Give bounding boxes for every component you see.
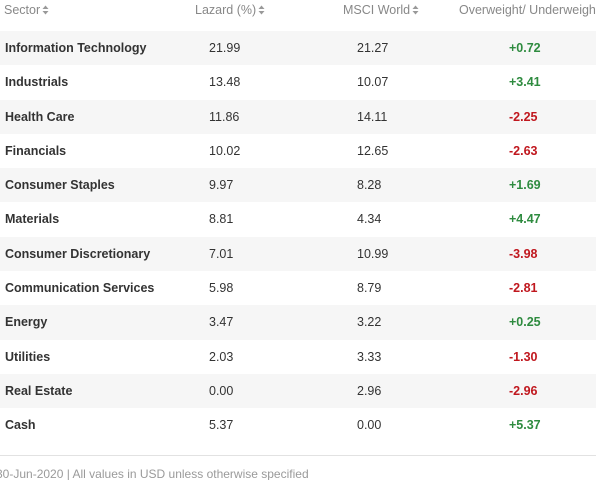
- table-row: Utilities 2.03 3.33 -1.30: [0, 339, 596, 374]
- sector-cell: Financials: [5, 143, 67, 158]
- lazard-cell: 11.86: [209, 109, 240, 124]
- lazard-cell: 8.81: [209, 212, 234, 227]
- msci-cell: 12.65: [357, 143, 389, 158]
- sector-cell: Real Estate: [5, 383, 73, 398]
- table-row: Information Technology 21.99 21.27 +0.72: [0, 31, 596, 66]
- column-header-overweight[interactable]: Overweight/ Underweight: [459, 3, 596, 17]
- overweight-cell: +5.37: [509, 418, 541, 433]
- overweight-cell: -2.81: [509, 281, 538, 296]
- column-header-sector[interactable]: Sector: [4, 3, 49, 17]
- lazard-cell: 9.97: [209, 178, 234, 193]
- lazard-cell: 3.47: [209, 315, 234, 330]
- sort-icon: [412, 5, 419, 15]
- overweight-cell: +0.25: [509, 315, 541, 330]
- sector-cell: Consumer Discretionary: [5, 246, 151, 261]
- overweight-cell: +0.72: [509, 41, 541, 55]
- table-row: Consumer Staples 9.97 8.28 +1.69: [0, 168, 596, 203]
- sector-cell: Industrials: [5, 75, 69, 90]
- footer-divider: [0, 455, 596, 456]
- table-row: Real Estate 0.00 2.96 -2.96: [0, 373, 596, 409]
- sector-cell: Cash: [5, 418, 36, 433]
- sector-cell: Utilities: [5, 349, 51, 364]
- column-header-msci-world[interactable]: MSCI World: [343, 3, 419, 17]
- msci-cell: 4.34: [357, 212, 382, 227]
- overweight-cell: -2.25: [509, 109, 538, 124]
- lazard-cell: 13.48: [209, 75, 241, 90]
- sort-icon: [42, 5, 49, 15]
- column-header-label: MSCI World: [343, 3, 411, 17]
- lazard-cell: 7.01: [209, 246, 234, 261]
- sector-cell: Energy: [5, 315, 48, 330]
- sector-cell: Health Care: [5, 109, 75, 124]
- sector-cell: Materials: [5, 212, 60, 227]
- msci-cell: 14.11: [357, 109, 388, 124]
- table-row: Materials 8.81 4.34 +4.47: [0, 202, 596, 237]
- lazard-cell: 0.00: [209, 383, 234, 398]
- overweight-cell: +3.41: [509, 75, 541, 90]
- column-header-label: Sector: [4, 3, 41, 17]
- table-row: Cash 5.37 0.00 +5.37: [0, 408, 596, 443]
- sort-icon: [258, 5, 265, 15]
- msci-cell: 21.27: [357, 41, 389, 55]
- lazard-cell: 5.98: [209, 281, 234, 296]
- table-body: Information Technology 21.99 21.27 +0.72…: [0, 31, 596, 443]
- lazard-cell: 21.99: [209, 41, 241, 55]
- table-header: Sector Lazard (%) MSCI World Overweight/…: [0, 0, 596, 22]
- overweight-cell: -2.96: [509, 383, 538, 398]
- overweight-cell: +1.69: [509, 178, 541, 193]
- overweight-cell: -2.63: [509, 143, 538, 158]
- table-row: Health Care 11.86 14.11 -2.25: [0, 99, 596, 134]
- table-row: Consumer Discretionary 7.01 10.99 -3.98: [0, 236, 596, 272]
- overweight-cell: -3.98: [509, 246, 538, 261]
- footnote: 30-Jun-2020 | All values in USD unless o…: [0, 467, 309, 480]
- msci-cell: 10.99: [357, 246, 389, 261]
- overweight-cell: -1.30: [509, 349, 538, 364]
- overweight-cell: +4.47: [509, 212, 541, 227]
- sector-cell: Communication Services: [5, 281, 155, 296]
- msci-cell: 0.00: [357, 418, 382, 433]
- msci-cell: 8.79: [357, 281, 382, 296]
- lazard-cell: 10.02: [209, 143, 241, 158]
- column-header-label: Overweight/ Underweight: [459, 3, 596, 17]
- msci-cell: 2.96: [357, 383, 382, 398]
- msci-cell: 8.28: [357, 178, 382, 193]
- lazard-cell: 5.37: [209, 418, 234, 433]
- msci-cell: 10.07: [357, 75, 389, 90]
- msci-cell: 3.22: [357, 315, 382, 330]
- column-header-lazard[interactable]: Lazard (%): [195, 3, 265, 17]
- sector-cell: Information Technology: [5, 41, 147, 55]
- table-row: Financials 10.02 12.65 -2.63: [0, 133, 596, 169]
- msci-cell: 3.33: [357, 349, 382, 364]
- table-row: Energy 3.47 3.22 +0.25: [0, 305, 596, 340]
- table-row: Communication Services 5.98 8.79 -2.81: [0, 271, 596, 306]
- sector-cell: Consumer Staples: [5, 178, 115, 193]
- column-header-label: Lazard (%): [195, 3, 257, 17]
- table-row: Industrials 13.48 10.07 +3.41: [0, 65, 596, 100]
- lazard-cell: 2.03: [209, 349, 234, 364]
